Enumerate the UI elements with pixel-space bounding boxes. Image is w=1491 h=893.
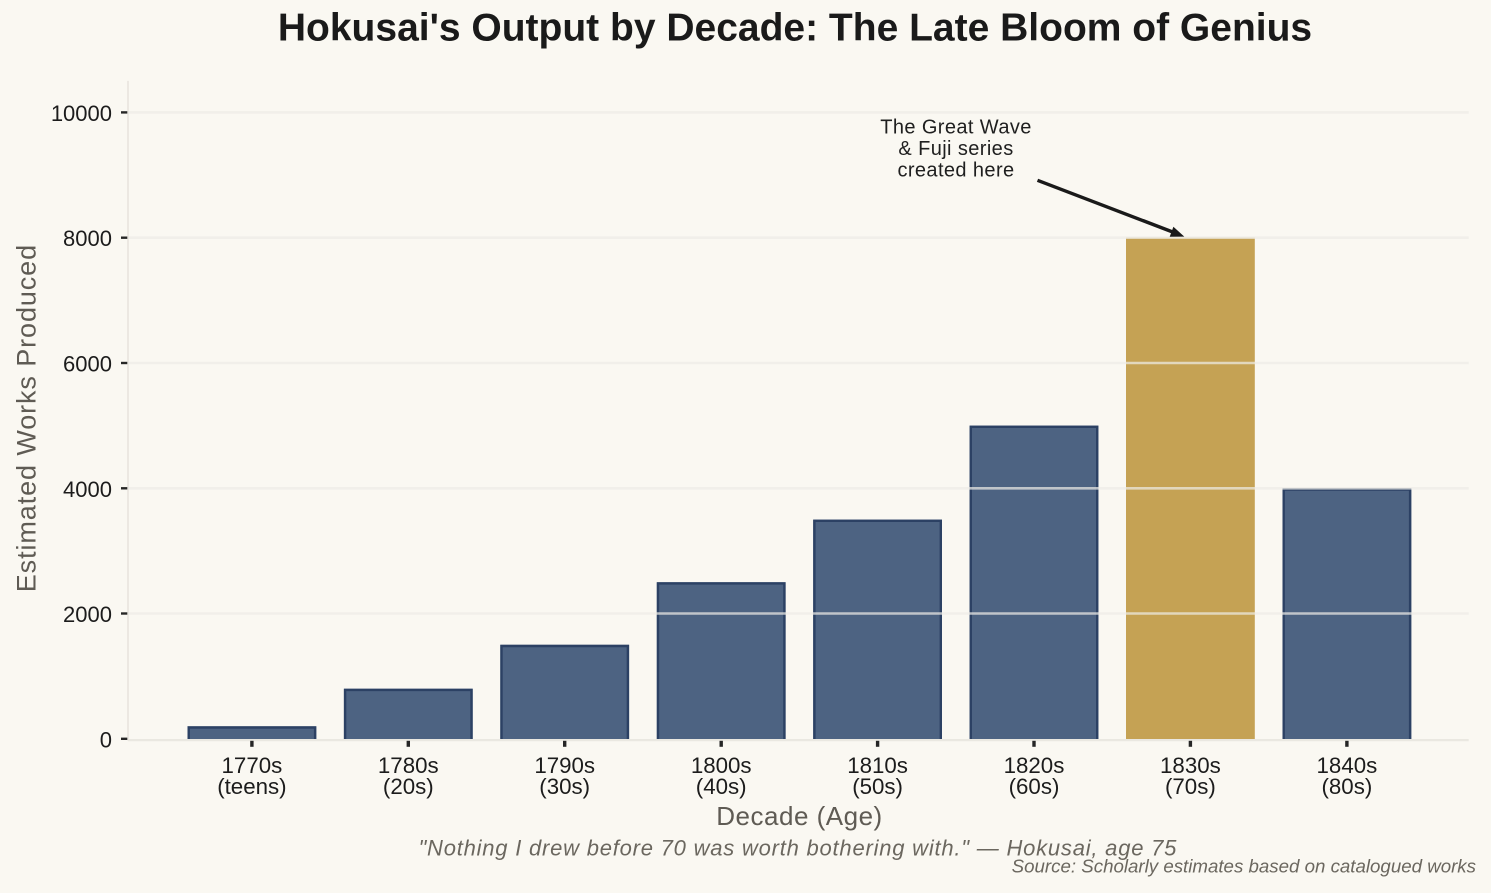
svg-text:Hokusai's Output by Decade: Th: Hokusai's Output by Decade: The Late Blo…	[278, 7, 1312, 50]
svg-text:8000: 8000	[63, 226, 112, 251]
svg-text:2000: 2000	[63, 602, 112, 627]
svg-text:1790s: 1790s	[534, 753, 595, 778]
svg-text:1830s: 1830s	[1160, 753, 1221, 778]
svg-text:The Great Wave: The Great Wave	[880, 117, 1032, 139]
svg-text:(20s): (20s)	[383, 774, 434, 799]
svg-text:(80s): (80s)	[1321, 774, 1372, 799]
svg-text:1780s: 1780s	[378, 753, 439, 778]
svg-text:Decade (Age): Decade (Age)	[716, 801, 882, 831]
svg-text:1770s: 1770s	[222, 753, 283, 778]
svg-text:1810s: 1810s	[847, 753, 908, 778]
svg-text:4000: 4000	[63, 477, 112, 502]
svg-text:1820s: 1820s	[1004, 753, 1065, 778]
svg-text:created here: created here	[897, 160, 1014, 182]
svg-text:(60s): (60s)	[1009, 774, 1060, 799]
svg-text:(40s): (40s)	[696, 774, 747, 799]
svg-text:Estimated Works Produced: Estimated Works Produced	[12, 244, 42, 592]
svg-text:1840s: 1840s	[1317, 753, 1378, 778]
svg-text:(30s): (30s)	[539, 774, 590, 799]
svg-text:10000: 10000	[51, 101, 112, 126]
svg-text:& Fuji series: & Fuji series	[898, 138, 1013, 160]
svg-text:6000: 6000	[63, 352, 112, 377]
svg-text:0: 0	[100, 727, 112, 752]
svg-text:1800s: 1800s	[691, 753, 752, 778]
svg-text:(50s): (50s)	[852, 774, 903, 799]
svg-text:(teens): (teens)	[217, 774, 286, 799]
svg-text:(70s): (70s)	[1165, 774, 1216, 799]
svg-text:"Nothing I drew before 70 was: "Nothing I drew before 70 was worth both…	[418, 836, 1177, 861]
svg-text:Source: Scholarly estimates ba: Source: Scholarly estimates based on cat…	[1012, 856, 1476, 877]
